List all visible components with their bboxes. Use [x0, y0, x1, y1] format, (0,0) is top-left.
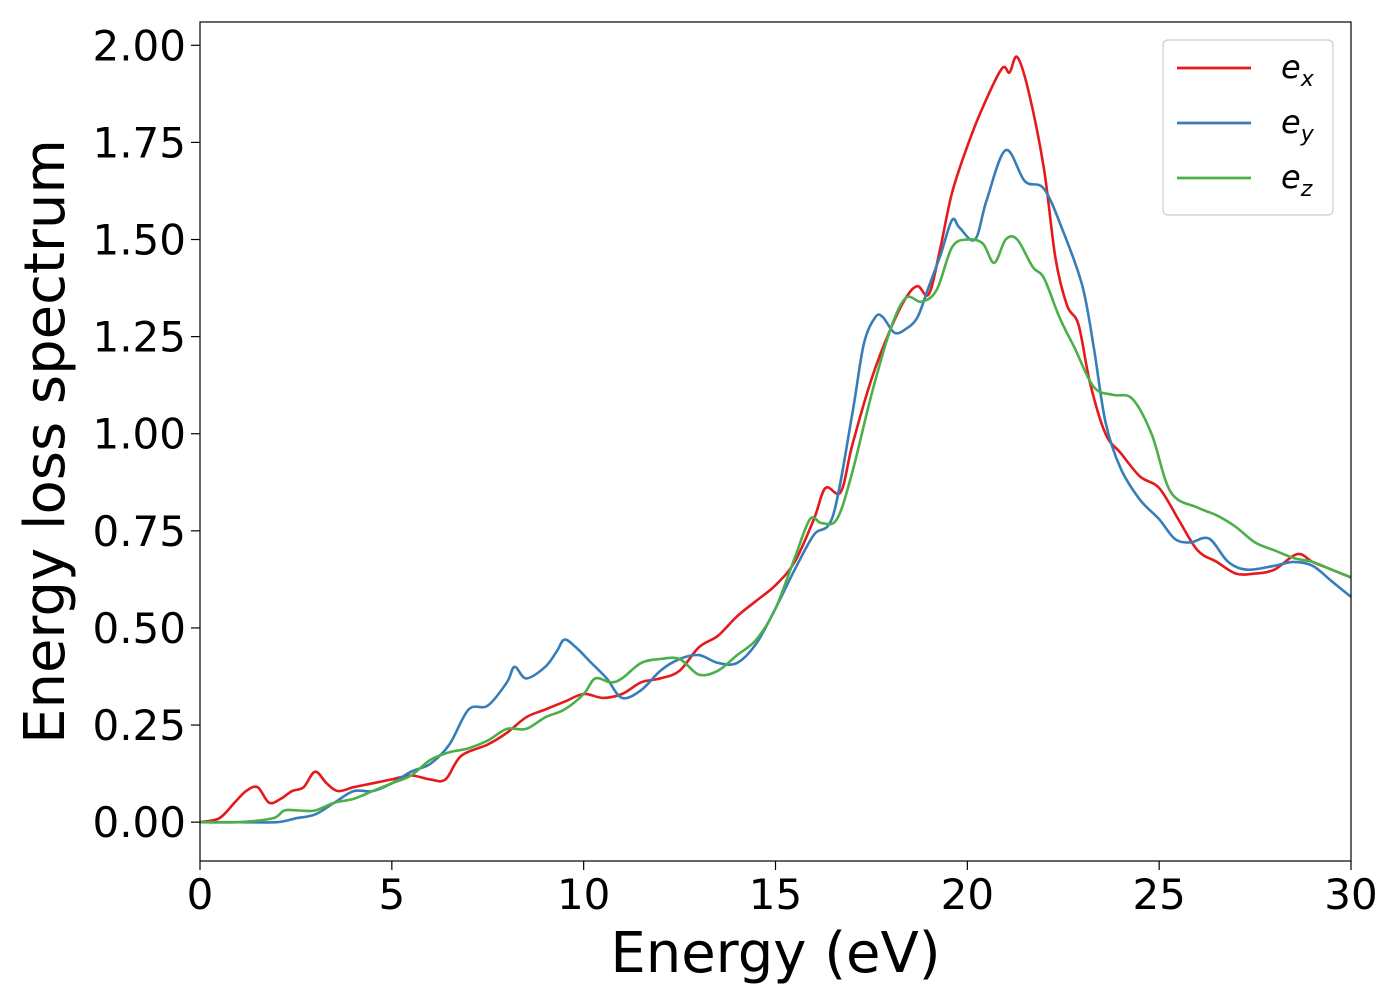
- y-axis-title: Energy loss spectrum: [13, 139, 78, 744]
- x-tick-label: 30: [1324, 870, 1377, 919]
- plot-frame: [199, 21, 1352, 862]
- y-tick-label: 0.50: [92, 604, 186, 653]
- series-line-z: [199, 235, 1352, 824]
- x-tick-label: 10: [557, 870, 610, 919]
- y-tick-label: 1.50: [92, 216, 186, 265]
- x-tick-label: 0: [187, 870, 214, 919]
- legend-label: ey: [1281, 103, 1315, 147]
- y-tick-label: 0.75: [92, 507, 186, 556]
- legend-label: ez: [1281, 158, 1313, 202]
- legend-box: [1162, 39, 1334, 216]
- series-line-x: [199, 55, 1352, 824]
- x-tick-label: 5: [378, 870, 405, 919]
- series-line-y: [199, 148, 1352, 824]
- series-layer: [199, 55, 1352, 824]
- y-tick-label: 1.00: [92, 410, 186, 459]
- y-tick-label: 2.00: [92, 21, 186, 70]
- x-axis-title: Energy (eV): [610, 921, 940, 986]
- legend: ex ey ez: [1162, 39, 1334, 216]
- y-tick-label: 1.75: [92, 118, 186, 167]
- legend-label: ex: [1281, 48, 1315, 92]
- x-tick-label: 20: [941, 870, 994, 919]
- x-tick-label: 15: [749, 870, 802, 919]
- x-tick-label: 25: [1132, 870, 1185, 919]
- y-tick-label: 1.25: [92, 313, 186, 362]
- tick-layer: 0 5 10 15 20 25 30 0.00 0.25 0.50 0.75 1.00 1.25 1.50…: [92, 21, 1377, 919]
- y-tick-label: 0.00: [92, 798, 186, 847]
- y-tick-label: 0.25: [92, 701, 186, 750]
